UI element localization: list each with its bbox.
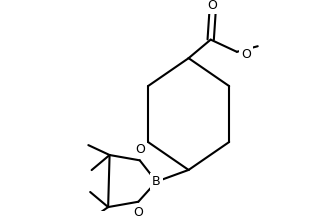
Text: O: O <box>208 0 217 12</box>
Text: O: O <box>241 48 251 61</box>
Text: B: B <box>152 175 161 188</box>
Text: O: O <box>135 143 145 156</box>
Text: O: O <box>133 206 143 219</box>
